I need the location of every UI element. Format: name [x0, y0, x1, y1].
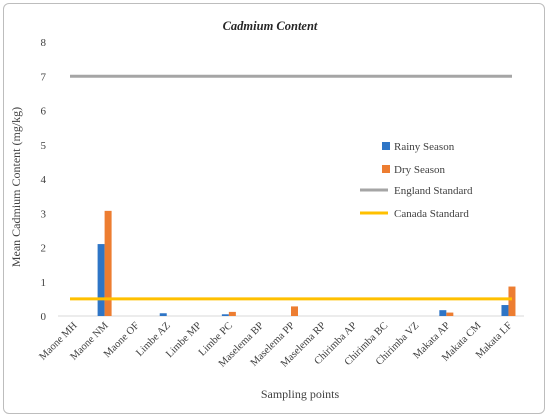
legend-swatch — [382, 142, 390, 150]
legend-label: Canada Standard — [394, 208, 469, 220]
bar-rainy — [221, 314, 229, 316]
chart-frame — [3, 3, 545, 414]
legend-label: England Standard — [394, 185, 473, 197]
y-tick-label: 0 — [41, 311, 47, 323]
y-tick-label: 8 — [41, 37, 47, 49]
reference-lines — [70, 74, 512, 301]
bar-dry — [508, 286, 516, 316]
x-axis-title: Sampling points — [261, 387, 340, 401]
bar-rainy — [97, 244, 105, 316]
legend: Rainy Season Dry Season England Standard Ca… — [360, 141, 473, 220]
bar-dry — [446, 312, 454, 316]
y-tick-label: 1 — [41, 277, 47, 289]
legend-label: Dry Season — [394, 164, 446, 176]
y-tick-label: 3 — [41, 208, 47, 220]
chart-title: Cadmium Content — [223, 19, 318, 33]
bars — [97, 210, 516, 316]
legend-label: Rainy Season — [394, 141, 455, 153]
y-axis-title: Mean Cadmium Content (mg/kg) — [9, 107, 23, 267]
y-axis-ticks: 0 1 2 3 4 5 6 7 8 — [41, 37, 47, 323]
y-tick-label: 7 — [41, 71, 47, 83]
bar-rainy — [439, 310, 447, 316]
y-tick-label: 4 — [41, 174, 47, 186]
bar-rainy — [159, 313, 167, 316]
bar-dry — [291, 306, 298, 316]
bar-dry — [104, 210, 112, 316]
y-tick-label: 5 — [41, 140, 47, 152]
bar-rainy — [501, 305, 509, 316]
bar-dry — [228, 311, 236, 316]
legend-swatch — [382, 165, 390, 173]
y-tick-label: 6 — [41, 106, 47, 118]
y-tick-label: 2 — [41, 243, 47, 255]
